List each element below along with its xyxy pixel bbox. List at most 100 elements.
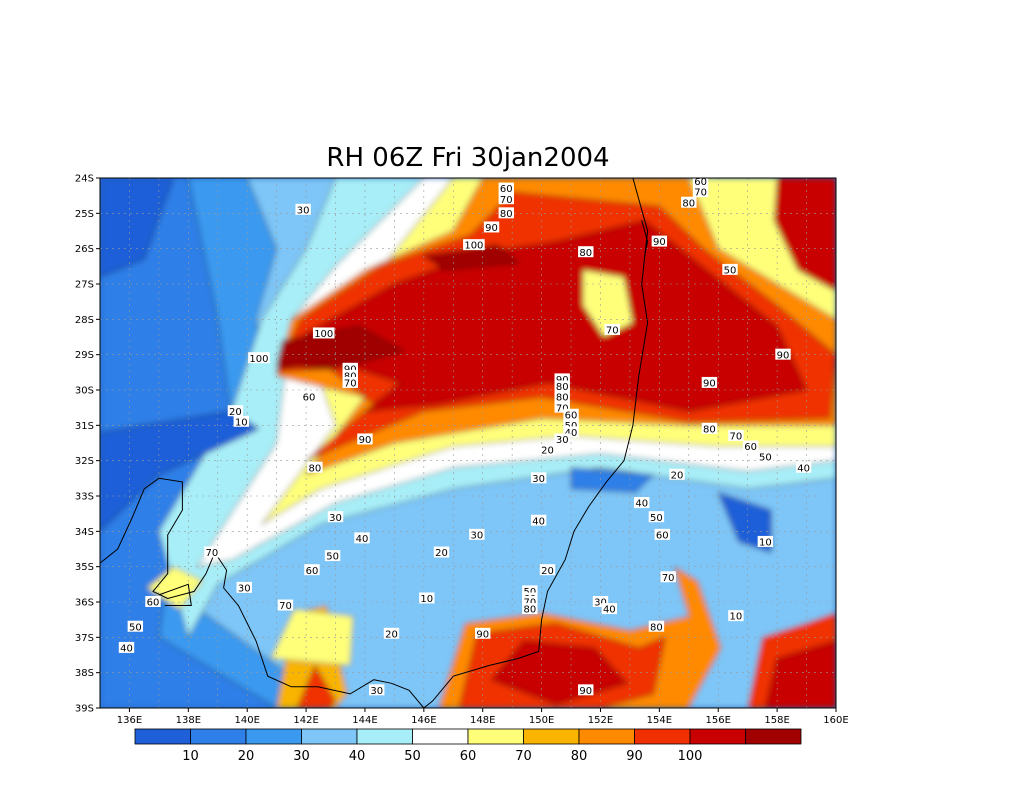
contour-label-bg [701, 376, 718, 388]
colorbar-swatch [634, 728, 691, 745]
dry-corner-10 [100, 178, 174, 278]
contour-label: 30 [594, 598, 607, 609]
rh-cell-ne [773, 178, 836, 292]
colorbar-swatch [190, 728, 247, 745]
contour-label-bg [651, 235, 668, 247]
longitude-axis: 136E 138E 140E 142E 144E 146E 148E 150E 152E 154E… [117, 708, 849, 726]
rh-max-100b [276, 326, 404, 370]
contour-label: 80 [650, 622, 663, 633]
contour-label: 70 [694, 188, 707, 199]
lon-tick-label: 148E [470, 715, 495, 726]
contour-label-bg [554, 391, 570, 403]
contour-label: 80 [556, 382, 569, 393]
contour-label: 30 [532, 474, 545, 485]
lat-tick-label: 34S [75, 527, 94, 538]
contour-label: 50 [326, 552, 339, 563]
colorbar-label: 20 [238, 749, 255, 764]
colorbar-label: 60 [460, 749, 477, 764]
contour-label: 20 [229, 407, 242, 418]
colorbar-label: 40 [349, 749, 366, 764]
contour-label-bg [227, 405, 244, 417]
map-title: RH 06Z Fri 30jan2004 [326, 143, 609, 173]
colorbar-swatch [301, 728, 358, 745]
contour-label-bg [236, 581, 252, 593]
contour-label: 100 [249, 354, 268, 365]
contour-label-bg [248, 352, 270, 364]
contour-label: 20 [385, 629, 398, 640]
contour-label-bg [728, 429, 744, 441]
contour-label: 60 [500, 184, 513, 195]
contour-label: 60 [694, 177, 707, 188]
contour-label: 30 [238, 583, 251, 594]
contour-label: 100 [464, 241, 483, 252]
contour-label: 50 [759, 453, 772, 464]
contour-label-bg [324, 550, 341, 562]
contour-label-bg [204, 546, 220, 558]
lon-tick-label: 146E [411, 715, 436, 726]
contour-label-bg [463, 239, 485, 251]
se-moist-100 [764, 640, 836, 708]
coastline-south [100, 477, 425, 708]
lat-tick-label: 36S [75, 598, 94, 609]
lon-tick-label: 142E [293, 715, 318, 726]
contour-label-bg [327, 511, 344, 523]
contour-label-bg [757, 451, 774, 463]
contour-label: 40 [797, 463, 810, 474]
contour-label-bg [127, 620, 144, 632]
contour-label-bg [312, 327, 335, 339]
plot-frame [99, 177, 837, 709]
contour-label-bg [692, 178, 709, 187]
lon-tick-label: 158E [764, 715, 789, 726]
contour-label: 50 [650, 513, 663, 524]
contour-label-bg [233, 415, 250, 427]
contour-label: 80 [523, 605, 536, 616]
contour-label-bg [660, 571, 676, 583]
contour-label: 70 [279, 601, 292, 612]
rh-contour-fills [100, 178, 836, 708]
lon-tick-label: 136E [117, 715, 142, 726]
contour-label: 70 [206, 548, 219, 559]
colorbar-swatch [578, 728, 635, 745]
contour-label: 30 [329, 513, 342, 524]
contour-label-bg [433, 546, 450, 558]
colorbar-swatch [245, 728, 302, 745]
contour-label: 80 [579, 248, 592, 259]
contour-label: 90 [653, 237, 666, 248]
contour-label: 40 [120, 644, 133, 655]
contour-label-bg [554, 433, 570, 445]
lat-tick-label: 32S [75, 456, 94, 467]
contour-label-bg [383, 627, 400, 639]
contour-label-bg [757, 535, 774, 547]
contour-label-bg [118, 641, 135, 653]
contour-label-bg [342, 376, 358, 388]
lat-tick-label: 25S [75, 209, 94, 220]
contour-label: 90 [476, 629, 489, 640]
contour-label: 40 [532, 516, 545, 527]
contour-label: 80 [309, 463, 322, 474]
contour-label-bg [498, 182, 514, 194]
colorbar-swatch [523, 728, 580, 745]
contour-label-bg [554, 380, 570, 392]
contour-label: 60 [565, 410, 578, 421]
contour-label: 40 [635, 499, 648, 510]
contour-label-bg [342, 362, 358, 374]
contour-label-bg [304, 564, 320, 576]
contour-label-bg [554, 373, 570, 385]
contour-label: 30 [370, 686, 383, 697]
contour-label-bg [419, 592, 435, 604]
colorbar-swatch [412, 728, 469, 745]
lon-tick-label: 152E [588, 715, 613, 726]
contour-label: 90 [579, 686, 592, 697]
lat-tick-label: 24S [75, 174, 94, 185]
contour-label: 80 [703, 424, 716, 435]
lat-tick-label: 29S [75, 350, 94, 361]
contour-label-bg [522, 596, 538, 607]
lon-tick-label: 140E [234, 715, 259, 726]
dry-pocket-west [100, 410, 260, 532]
contour-label-bg [277, 599, 294, 611]
contour-label-bg [633, 497, 650, 509]
contour-label-bg [604, 323, 620, 335]
lon-tick-label: 160E [823, 715, 848, 726]
coastline [100, 178, 649, 708]
